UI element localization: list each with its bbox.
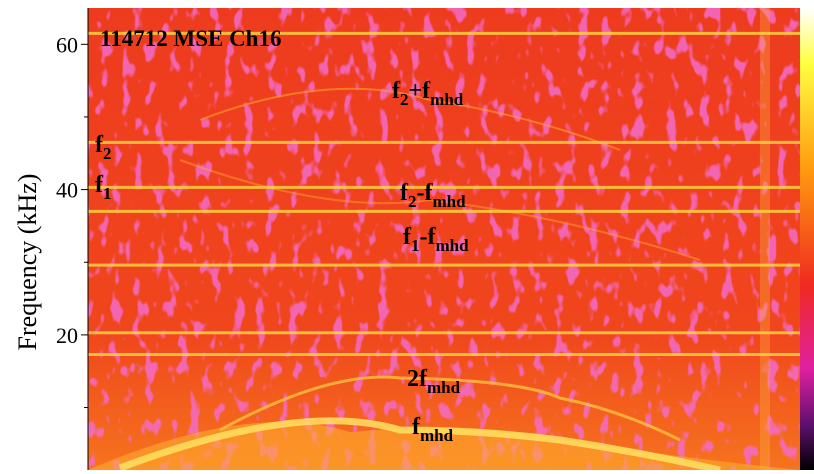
annotation-subscript: 2 <box>103 144 112 163</box>
y-tick-label: 20 <box>56 323 78 348</box>
annotation-text: +f <box>409 78 432 104</box>
annotation-subscript: mhd <box>430 90 464 109</box>
annotation-subscript: mhd <box>420 426 454 445</box>
annotation-subscript: 2 <box>408 192 417 211</box>
annotation-subscript: 2 <box>400 90 409 109</box>
y-tick-label: 60 <box>56 32 78 57</box>
colorbar <box>800 8 814 470</box>
chart: 114712 MSE Ch16 Frequency (kHz) 204060f2… <box>0 0 814 474</box>
y-tick-label: 40 <box>56 178 78 203</box>
vertical-streak <box>760 8 770 470</box>
y-axis-label: Frequency (kHz) <box>13 174 42 351</box>
annotation-subscript: mhd <box>432 192 466 211</box>
annotation-subscript: 1 <box>411 236 420 255</box>
chart-title: 114712 MSE Ch16 <box>100 26 281 51</box>
annotation-text: -f <box>417 180 434 206</box>
annotation-text: -f <box>420 224 437 250</box>
annotation-subscript: mhd <box>435 236 469 255</box>
annotation-subscript: mhd <box>427 378 461 397</box>
annotation-text: 2f <box>407 366 428 392</box>
annotation-subscript: 1 <box>103 184 112 203</box>
